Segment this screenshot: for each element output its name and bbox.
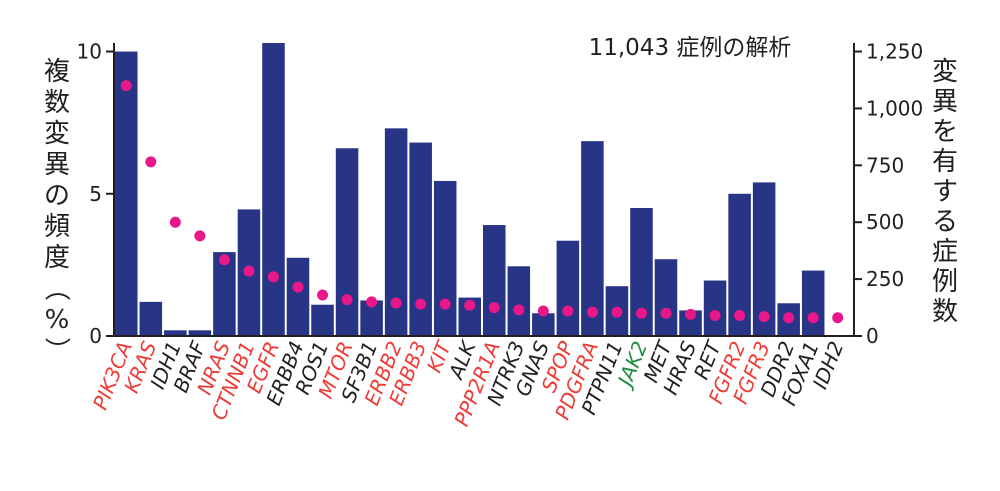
axis-title-char: 異: [932, 87, 958, 117]
dot-spop: [562, 305, 574, 317]
axis-title-char: （: [41, 275, 71, 301]
dot-ptpn11: [611, 306, 623, 318]
right-tick-label: 750: [866, 153, 904, 177]
axis-title-char: る: [932, 207, 958, 237]
dot-fgfr3: [758, 311, 770, 323]
chart-title: 11,043 症例の解析: [589, 35, 792, 61]
bar-mtor: [335, 148, 359, 336]
axis-title-char: 複: [44, 57, 70, 87]
bar-alk: [458, 297, 481, 336]
dot-mtor: [341, 294, 353, 306]
bar-pik3ca: [115, 51, 138, 336]
bar-gnas: [532, 313, 555, 336]
axis-title-char: ）: [41, 337, 71, 363]
dot-nras: [218, 254, 230, 266]
left-tick-label: 5: [89, 182, 102, 206]
bar-jak2: [630, 207, 653, 336]
right-tick-label: 1,250: [866, 40, 923, 64]
bar-idh1: [164, 330, 187, 336]
dot-gnas: [537, 305, 549, 317]
bar-sf3b1: [360, 300, 383, 336]
bar-hras: [679, 310, 702, 336]
dot-erbb2: [390, 297, 402, 309]
dot-jak2: [635, 307, 647, 319]
dot-kit: [439, 298, 451, 310]
dot-ddr2: [783, 312, 795, 324]
bar-ret: [703, 280, 727, 336]
dot-fgfr2: [734, 310, 746, 322]
axis-title-char: 頻: [44, 212, 70, 242]
right-tick-label: 250: [866, 267, 904, 291]
dot-idh1: [169, 216, 181, 228]
x-axis: PIK3CAKRASIDH1BRAFNRASCTNNB1EGFRERBB4ROS…: [88, 335, 854, 430]
axis-title-char: 有: [932, 147, 958, 177]
axis-title-char: 変: [44, 119, 70, 149]
right-tick-label: 0: [866, 324, 879, 348]
dot-idh2: [832, 312, 844, 324]
dot-pik3ca: [120, 80, 132, 92]
dot-ros1: [317, 289, 329, 301]
dot-ret: [709, 310, 721, 322]
bar-pdgfra: [581, 141, 604, 336]
bar-fgfr2: [728, 193, 751, 336]
axis-title-char: 数: [44, 88, 70, 118]
dots-group: [120, 80, 844, 324]
axis-title-char: を: [932, 117, 958, 147]
bar-ppp2r1a: [483, 225, 506, 336]
dot-pdgfra: [586, 306, 598, 318]
bar-nras: [213, 252, 236, 336]
axis-title-char: 数: [932, 297, 958, 327]
bar-egfr: [262, 43, 285, 336]
bar-erbb2: [384, 128, 408, 336]
bar-ros1: [311, 304, 334, 336]
dot-foxa1: [807, 312, 819, 324]
left-tick-label: 10: [77, 40, 102, 64]
left-axis: 0 5 10: [77, 40, 115, 348]
dot-met: [660, 307, 672, 319]
bar-erbb4: [286, 257, 310, 336]
bar-spop: [556, 240, 580, 336]
axis-title-char: 例: [932, 267, 958, 297]
axis-title-char: 症: [932, 237, 958, 267]
bar-foxa1: [801, 270, 825, 336]
axis-title-char: 変: [932, 57, 958, 87]
axis-title-char: 度: [44, 243, 70, 273]
left-tick-label: 0: [89, 324, 102, 348]
bar-kras: [139, 301, 163, 336]
bar-braf: [188, 330, 212, 336]
dot-braf: [194, 230, 206, 242]
dot-sf3b1: [366, 296, 378, 308]
axis-title-char: の: [44, 181, 70, 211]
right-tick-label: 500: [866, 210, 904, 234]
right-axis: 0 250 500 750 1,000 1,250: [853, 40, 923, 348]
dot-ntrk3: [513, 304, 525, 316]
dot-ctnnb1: [243, 265, 255, 277]
axis-title-char: 異: [44, 150, 70, 180]
axis-title-char: す: [932, 177, 958, 207]
right-tick-label: 1,000: [866, 96, 923, 120]
dot-hras: [685, 308, 697, 320]
dot-ppp2r1a: [488, 302, 500, 314]
dot-erbb4: [292, 281, 304, 293]
dot-alk: [464, 299, 476, 311]
bar-erbb3: [409, 142, 432, 336]
bar-fgfr3: [752, 182, 776, 336]
bar-ntrk3: [507, 266, 531, 336]
dot-erbb3: [415, 298, 427, 310]
axis-title-char: %: [45, 305, 70, 335]
bar-kit: [433, 180, 457, 336]
bar-met: [654, 259, 678, 336]
bars-group: [115, 43, 825, 336]
dot-kras: [145, 156, 157, 168]
dot-egfr: [267, 271, 279, 283]
